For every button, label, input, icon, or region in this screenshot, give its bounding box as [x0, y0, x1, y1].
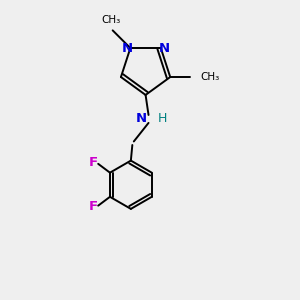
- Text: H: H: [158, 112, 167, 125]
- Text: CH₃: CH₃: [102, 15, 121, 25]
- Text: N: N: [121, 42, 132, 55]
- Text: N: N: [159, 42, 170, 55]
- Text: F: F: [88, 157, 98, 169]
- Text: CH₃: CH₃: [201, 72, 220, 82]
- Text: F: F: [88, 200, 98, 213]
- Text: N: N: [136, 112, 147, 125]
